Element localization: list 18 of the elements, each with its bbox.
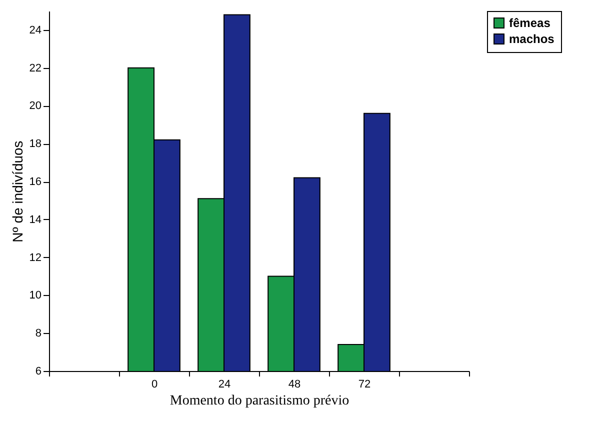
legend-label: fêmeas: [509, 16, 551, 30]
x-axis-title: Momento do parasitismo prévio: [170, 394, 350, 408]
y-tick-label: 10: [29, 290, 42, 302]
x-tick-label: 0: [151, 378, 158, 390]
x-tick-label: 72: [358, 378, 371, 390]
y-tick-label: 18: [29, 138, 42, 150]
y-tick-label: 16: [29, 176, 42, 188]
y-tick-label: 12: [29, 252, 42, 264]
y-tick-label: 24: [29, 24, 42, 36]
y-tick-label: 14: [29, 214, 42, 226]
x-tick-label: 24: [218, 378, 231, 390]
y-tick-label: 8: [35, 328, 42, 340]
y-tick-label: 20: [29, 100, 42, 112]
y-tick-label: 6: [35, 366, 42, 378]
legend-label: machos: [509, 32, 555, 46]
y-tick-label: 22: [29, 62, 42, 74]
y-axis-title: Nº de indivíduos: [9, 140, 26, 242]
x-tick-label: 48: [288, 378, 301, 390]
